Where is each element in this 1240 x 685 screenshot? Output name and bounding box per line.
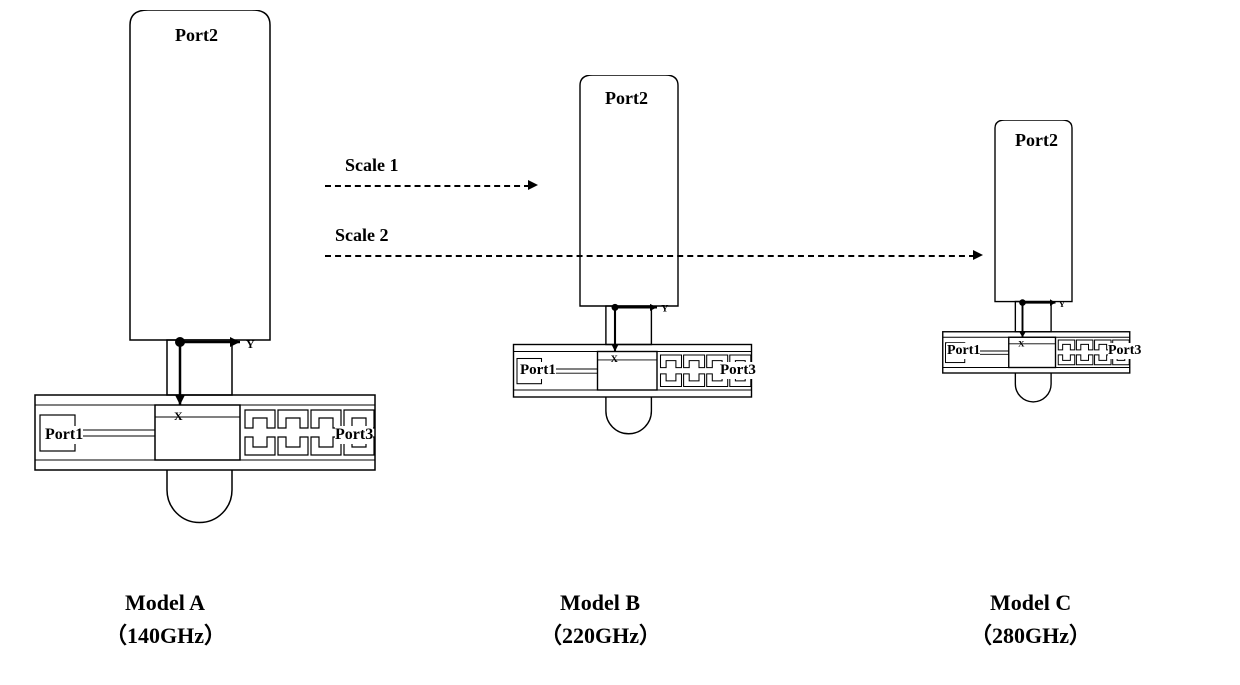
model-c-port1-label: Port1	[947, 343, 980, 359]
model-a-caption-name: Model A	[125, 590, 205, 616]
svg-text:Y: Y	[1059, 299, 1066, 309]
scale1-arrow-head	[528, 180, 538, 190]
scale1-label: Scale 1	[345, 155, 399, 176]
model-b-port3-label: Port3	[720, 362, 756, 379]
model-b-caption-name: Model B	[560, 590, 640, 616]
model-a-svg: Y X	[30, 10, 390, 540]
model-c-svg: Y X	[940, 120, 1150, 420]
model-c-port2-label: Port2	[1015, 130, 1058, 151]
model-b-port2-label: Port2	[605, 88, 648, 109]
model-a: Y X	[30, 10, 390, 545]
model-b-caption-freq: （220GHz）	[540, 618, 661, 650]
model-a-caption-freq: （140GHz）	[105, 618, 226, 650]
model-a-port2-label: Port2	[175, 25, 218, 46]
svg-text:Y: Y	[246, 337, 255, 351]
scale2-arrow-line	[325, 255, 975, 257]
model-a-port1-label: Port1	[45, 426, 83, 444]
model-b-port1-label: Port1	[520, 362, 556, 379]
model-c-caption-freq: （280GHz）	[970, 618, 1091, 650]
svg-text:X: X	[174, 409, 183, 423]
scale2-arrow-head	[973, 250, 983, 260]
model-b: Y X	[510, 75, 770, 460]
scale1-arrow-line	[325, 185, 530, 187]
svg-text:Y: Y	[661, 304, 668, 315]
model-a-port3-label: Port3	[335, 426, 373, 444]
scale2-label: Scale 2	[335, 225, 389, 246]
model-c: Y X	[940, 120, 1150, 425]
model-c-port3-label: Port3	[1108, 343, 1141, 359]
model-c-caption-name: Model C	[990, 590, 1071, 616]
model-b-svg: Y X	[510, 75, 770, 455]
